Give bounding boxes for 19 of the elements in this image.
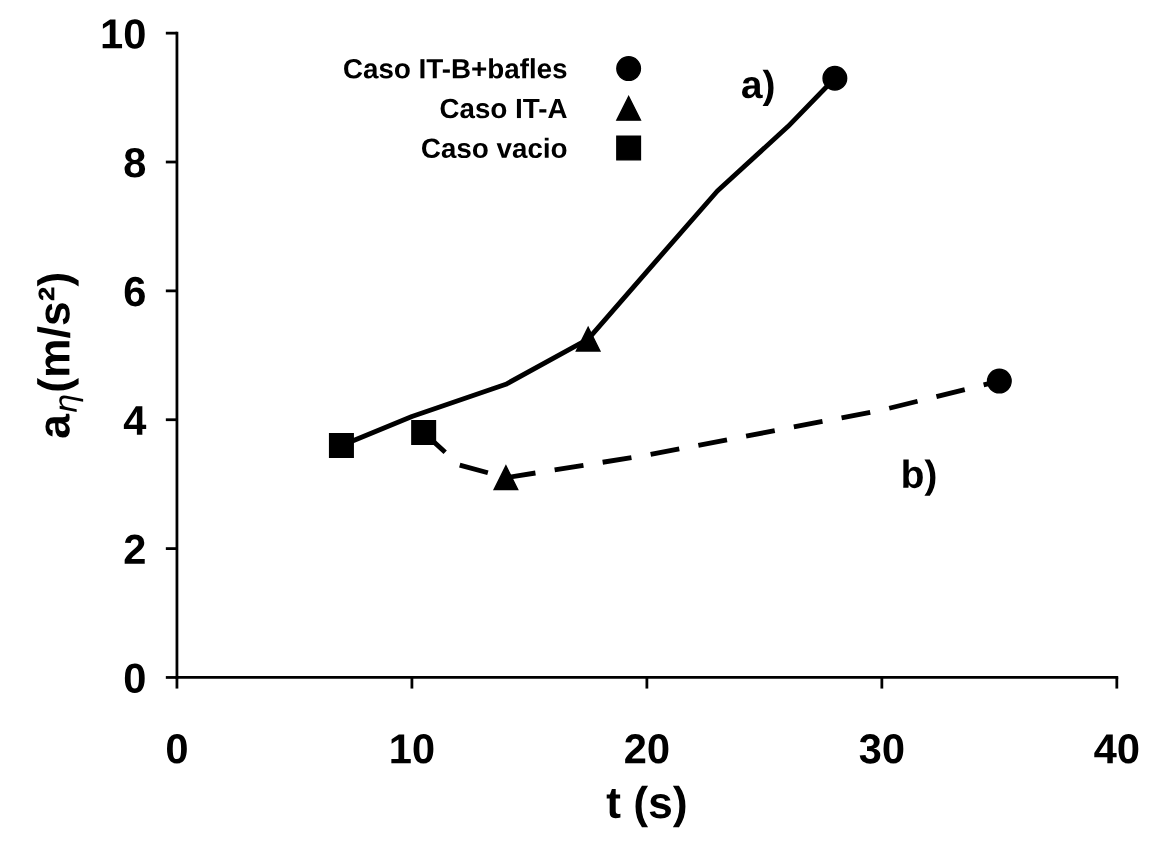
annotation: a) bbox=[742, 69, 774, 107]
x-tick-label: 40 bbox=[1094, 734, 1139, 764]
legend-label: Caso vacio bbox=[422, 137, 567, 159]
x-axis-title: t (s) bbox=[606, 785, 686, 828]
y-tick-label: 8 bbox=[124, 148, 146, 178]
x-tick-label: 0 bbox=[167, 734, 187, 764]
x-tick-label: 20 bbox=[625, 734, 669, 764]
y-tick-label: 6 bbox=[124, 276, 145, 307]
legend-label: Caso IT-A bbox=[440, 98, 567, 119]
y-tick-label: 2 bbox=[124, 534, 145, 564]
y-tick-label: 10 bbox=[102, 19, 145, 49]
y-tick-label: 0 bbox=[124, 663, 145, 693]
y-axis-title: a$_{η}$(m/s²) bbox=[37, 274, 84, 438]
x-tick-label: 10 bbox=[391, 734, 434, 764]
y-tick-label: 4 bbox=[123, 406, 147, 435]
annotation: b) bbox=[903, 459, 936, 496]
point bbox=[493, 465, 519, 491]
x-tick-label: 30 bbox=[859, 734, 904, 764]
legend-label: Caso IT-B+bafles bbox=[344, 58, 567, 79]
